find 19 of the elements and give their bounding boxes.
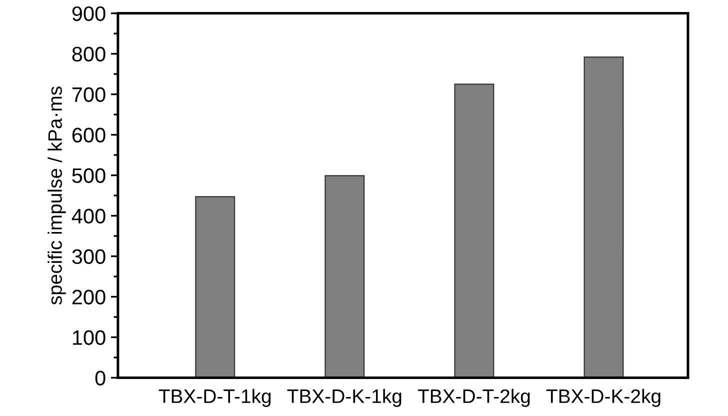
- y-tick-label: 300: [72, 249, 106, 264]
- bar: [584, 56, 624, 378]
- x-tick-label: TBX-D-T-2kg: [418, 388, 530, 407]
- bar: [195, 196, 236, 378]
- x-tick-label: TBX-D-K-2kg: [546, 388, 660, 407]
- y-axis-title: specific impulse / kPa·ms: [48, 86, 66, 305]
- y-tick-label: 800: [72, 46, 106, 62]
- y-tick-label: 400: [72, 208, 106, 224]
- y-tick-label: 600: [72, 128, 106, 143]
- x-tick-label: TBX-D-K-1kg: [287, 388, 402, 407]
- bar: [324, 175, 365, 378]
- y-tick-label: 100: [72, 330, 106, 345]
- bar: [454, 84, 494, 378]
- x-tick-label: TBX-D-T-1kg: [158, 388, 271, 407]
- y-tick-label: 700: [72, 87, 106, 102]
- y-tick-label: 900: [72, 6, 106, 22]
- y-tick-label: 0: [95, 370, 106, 386]
- y-tick-label: 200: [72, 290, 106, 304]
- y-tick-label: 500: [72, 168, 106, 184]
